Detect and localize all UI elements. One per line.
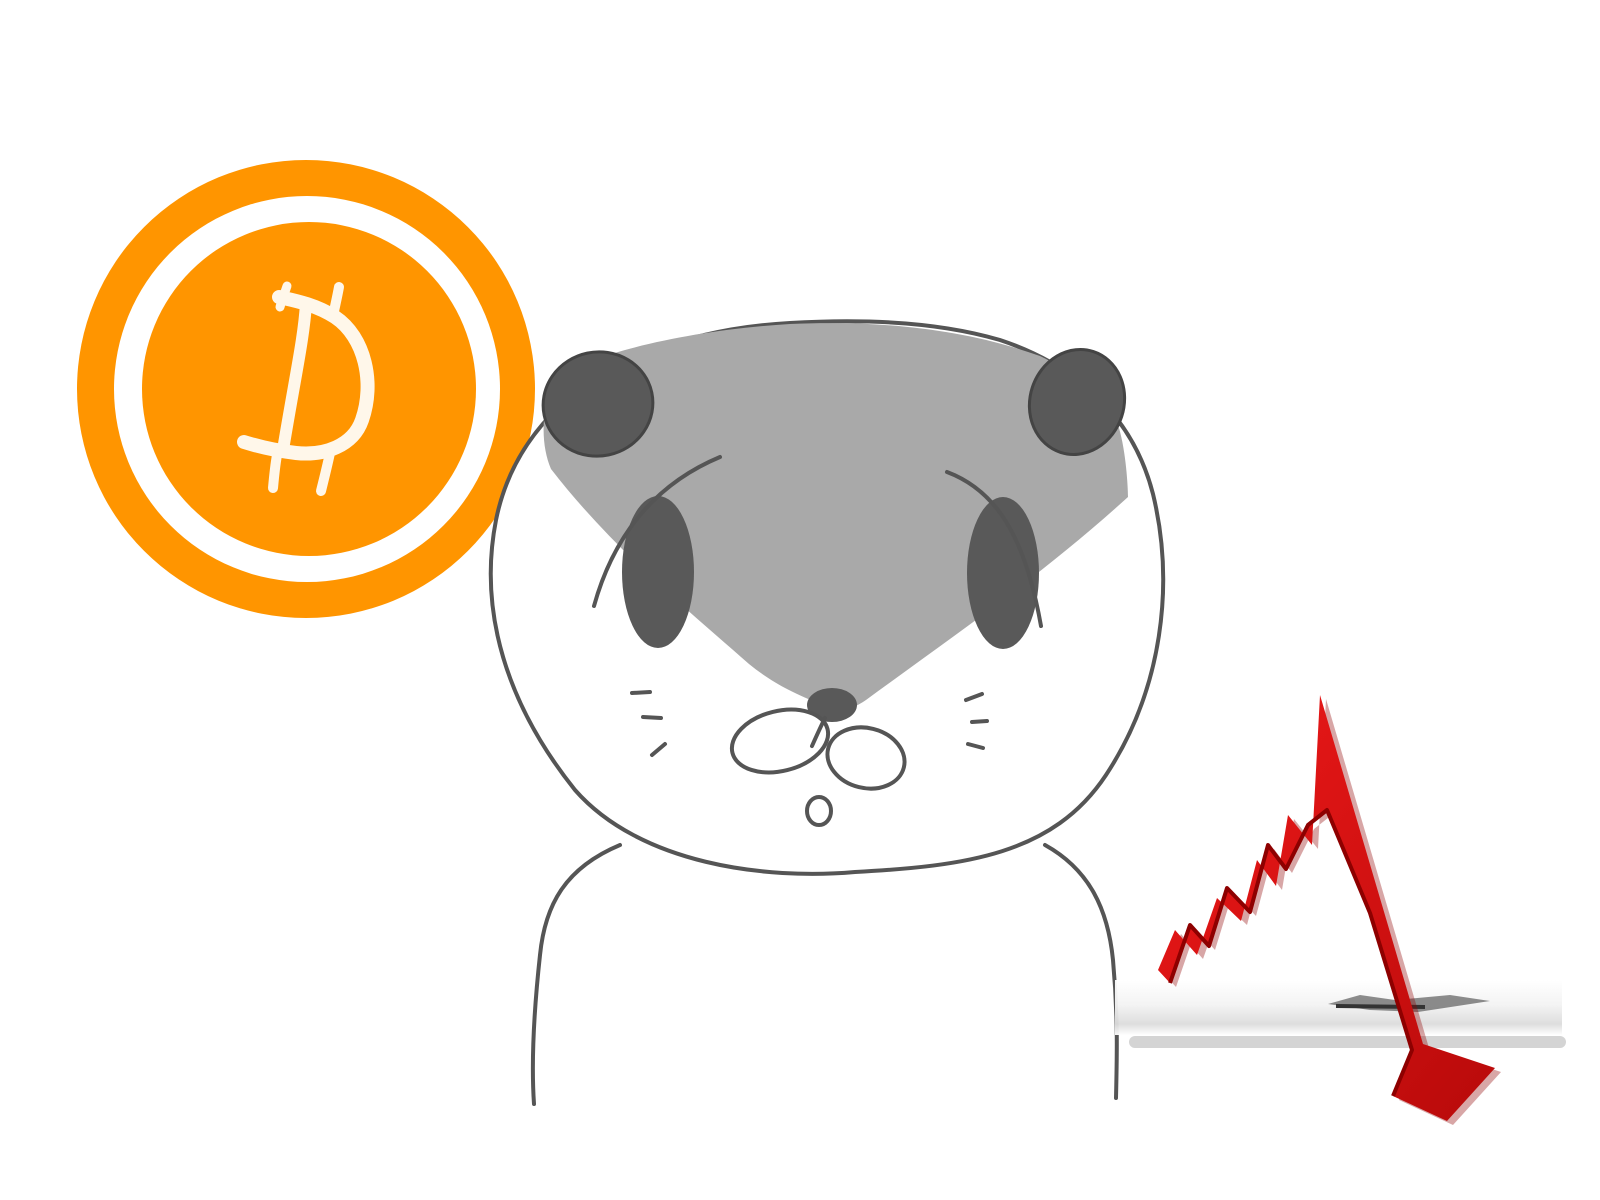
left-whiskers	[630, 690, 667, 757]
right-whiskers	[964, 692, 989, 750]
bitcoin-symbol	[237, 281, 375, 496]
